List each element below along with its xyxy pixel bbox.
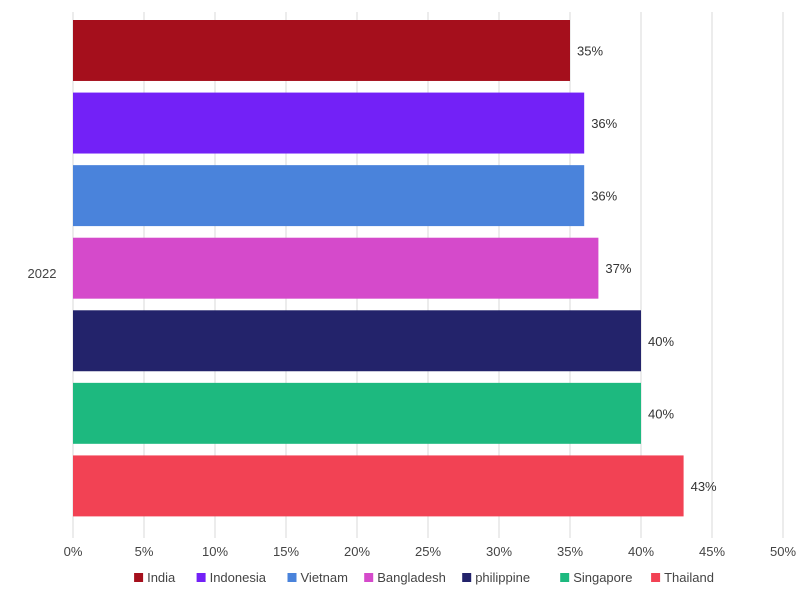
data-label: 43% xyxy=(691,479,717,494)
bar-indonesia xyxy=(73,92,585,154)
legend-item-bangladesh: Bangladesh xyxy=(364,570,446,585)
data-label: 40% xyxy=(648,334,674,349)
legend-label: Indonesia xyxy=(210,570,267,585)
x-tick-label: 50% xyxy=(770,544,796,559)
bar-bangladesh xyxy=(73,237,599,299)
legend-label: India xyxy=(147,570,176,585)
legend-swatch xyxy=(462,573,472,582)
legend-swatch xyxy=(196,573,206,582)
data-labels: 35% 36% 36% 37% 40% 40% 43% xyxy=(577,43,717,493)
x-axis-ticks: 0% 5% 10% 15% 20% 25% 30% 35% 40% 45% 50% xyxy=(64,544,797,559)
data-label: 36% xyxy=(591,116,617,131)
x-tick-label: 10% xyxy=(202,544,228,559)
legend-label: Thailand xyxy=(664,570,714,585)
legend-item-vietnam: Vietnam xyxy=(287,570,348,585)
bar-philippine xyxy=(73,310,641,372)
x-tick-label: 30% xyxy=(486,544,512,559)
x-tick-label: 25% xyxy=(415,544,441,559)
legend: India Indonesia Vietnam Bangladesh philippin… xyxy=(134,570,714,585)
bar-thailand xyxy=(73,455,684,517)
legend-swatch xyxy=(364,573,374,582)
legend-item-philippine: philippine xyxy=(462,570,530,585)
legend-swatch xyxy=(560,573,570,582)
bar-singapore xyxy=(73,382,641,444)
legend-swatch xyxy=(287,573,297,582)
x-tick-label: 5% xyxy=(135,544,154,559)
x-tick-label: 35% xyxy=(557,544,583,559)
category-axis: 2022 xyxy=(28,266,57,281)
bar-vietnam xyxy=(73,165,585,227)
x-tick-label: 40% xyxy=(628,544,654,559)
legend-item-indonesia: Indonesia xyxy=(196,570,267,585)
bar-india xyxy=(73,20,570,81)
legend-swatch xyxy=(651,573,661,582)
x-tick-label: 0% xyxy=(64,544,83,559)
bar-series xyxy=(73,20,684,517)
x-tick-label: 15% xyxy=(273,544,299,559)
legend-item-india: India xyxy=(134,570,176,585)
legend-label: philippine xyxy=(475,570,530,585)
legend-label: Bangladesh xyxy=(377,570,446,585)
legend-label: Singapore xyxy=(573,570,632,585)
x-tick-label: 20% xyxy=(344,544,370,559)
data-label: 36% xyxy=(591,189,617,204)
legend-swatch xyxy=(134,573,144,582)
data-label: 37% xyxy=(605,261,631,276)
category-label: 2022 xyxy=(28,266,57,281)
legend-item-thailand: Thailand xyxy=(651,570,714,585)
data-label: 35% xyxy=(577,43,603,58)
data-label: 40% xyxy=(648,406,674,421)
x-tick-label: 45% xyxy=(699,544,725,559)
legend-label: Vietnam xyxy=(301,570,348,585)
legend-item-singapore: Singapore xyxy=(560,570,632,585)
